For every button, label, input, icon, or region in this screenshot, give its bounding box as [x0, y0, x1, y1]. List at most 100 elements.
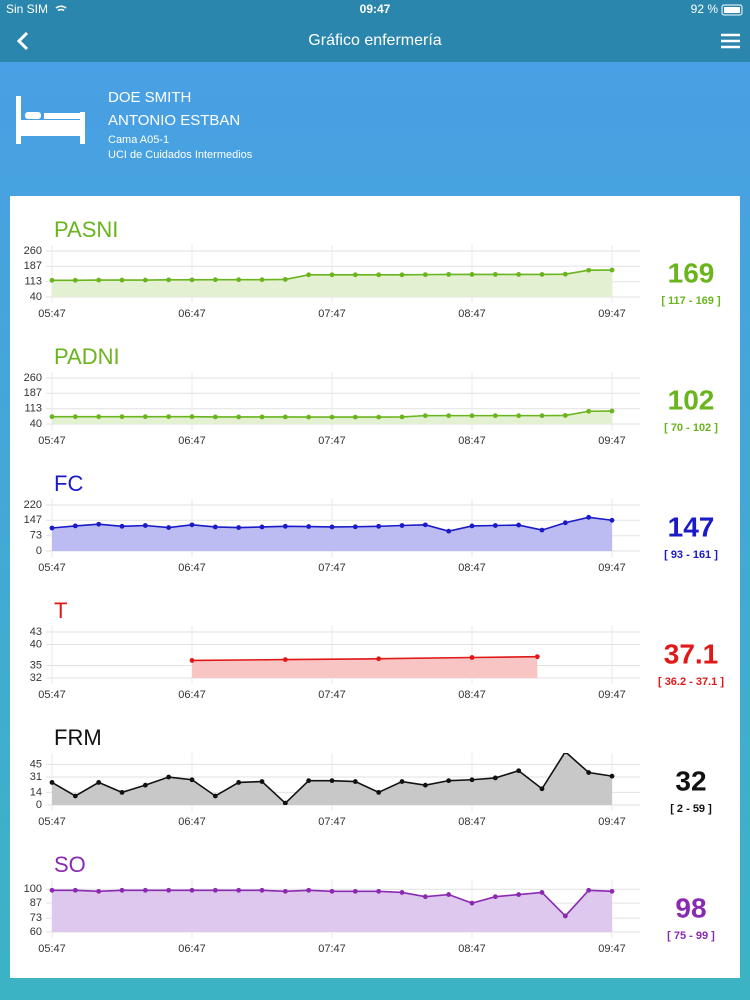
point	[72, 887, 78, 893]
x-tick-label: 06:47	[178, 562, 206, 574]
point	[422, 272, 428, 278]
point	[49, 887, 55, 893]
bed-icon	[16, 96, 85, 144]
x-tick-label: 07:47	[318, 943, 346, 955]
point	[189, 658, 195, 663]
back-button[interactable]	[16, 31, 29, 51]
point	[586, 770, 592, 775]
point	[259, 414, 265, 420]
point	[609, 267, 615, 273]
x-tick-label: 05:47	[38, 943, 66, 955]
menu-button[interactable]	[721, 33, 740, 49]
y-tick-label: 260	[24, 372, 42, 384]
point	[236, 414, 242, 420]
chart-title: PASNI	[54, 217, 118, 242]
point	[119, 789, 125, 795]
point	[212, 524, 218, 530]
plot	[49, 753, 615, 805]
x-tick-label: 06:47	[178, 943, 206, 955]
x-tick-label: 08:47	[458, 308, 486, 320]
point	[166, 774, 172, 780]
current-value: 147	[668, 511, 715, 542]
current-value: 32	[675, 765, 706, 796]
point	[49, 277, 55, 283]
charts: PASNI 40 113 187 260 05:47 06:47 07:47 08:47 09:4…	[24, 217, 725, 955]
point	[539, 527, 545, 533]
point	[539, 272, 545, 277]
x-tick-label: 08:47	[458, 943, 486, 955]
point	[236, 780, 242, 785]
point	[212, 793, 218, 799]
y-tick-label: 0	[36, 799, 42, 811]
x-tick-label: 09:47	[598, 562, 626, 574]
point	[306, 887, 312, 893]
point	[516, 413, 522, 419]
point	[189, 522, 195, 528]
point	[376, 523, 382, 529]
x-tick-label: 06:47	[178, 689, 206, 701]
point	[352, 272, 358, 278]
point	[329, 778, 335, 784]
y-tick-label: 43	[30, 626, 42, 638]
x-tick-label: 07:47	[318, 435, 346, 447]
point	[166, 887, 172, 893]
x-tick-label: 09:47	[598, 816, 626, 828]
point	[282, 523, 288, 529]
vital-chart: SO 60 73 87 100 05:47 06:47 07:47 08:47 09:47 98 [ …	[24, 852, 716, 955]
y-tick-label: 100	[24, 883, 42, 895]
point	[422, 522, 428, 528]
plot	[49, 514, 615, 551]
point	[563, 753, 568, 755]
point	[49, 780, 55, 785]
point	[259, 779, 265, 784]
point	[609, 888, 615, 894]
y-tick-label: 87	[30, 897, 42, 909]
point	[96, 780, 102, 785]
point	[96, 414, 102, 420]
point	[446, 272, 452, 277]
current-value: 169	[668, 257, 715, 288]
y-tick-label: 113	[24, 403, 42, 415]
point	[446, 892, 452, 897]
point	[586, 514, 592, 520]
point	[236, 277, 242, 283]
point	[142, 277, 148, 283]
x-tick-label: 09:47	[598, 308, 626, 320]
x-tick-label: 05:47	[38, 308, 66, 320]
point	[352, 414, 358, 420]
point	[492, 523, 498, 528]
patient-surname: DOE SMITH	[108, 89, 191, 106]
x-tick-label: 06:47	[178, 435, 206, 447]
point	[609, 517, 615, 523]
plot	[49, 408, 615, 424]
battery-level: 92 %	[691, 2, 719, 16]
point	[282, 657, 288, 662]
vital-chart: FC 0 73 147 220 05:47 06:47 07:47 08:47 09:47 147 […	[24, 471, 719, 574]
point	[422, 782, 428, 788]
x-tick-label: 08:47	[458, 689, 486, 701]
point	[376, 272, 382, 278]
patient-unit: UCI de Cuidados Intermedios	[108, 149, 253, 161]
chart-title: FC	[54, 471, 83, 496]
point	[422, 413, 428, 419]
point	[306, 414, 312, 420]
x-tick-label: 09:47	[598, 435, 626, 447]
point	[492, 413, 498, 419]
chart-title: SO	[54, 852, 86, 877]
y-tick-label: 40	[30, 291, 42, 303]
point	[166, 525, 172, 530]
y-tick-label: 187	[24, 260, 42, 272]
point	[119, 277, 125, 283]
x-tick-label: 07:47	[318, 816, 346, 828]
point	[376, 656, 382, 662]
point	[469, 655, 475, 660]
y-tick-label: 40	[30, 638, 42, 650]
point	[534, 654, 540, 660]
point	[189, 414, 195, 420]
value-range: [ 75 - 99 ]	[667, 930, 715, 942]
x-tick-label: 09:47	[598, 689, 626, 701]
point	[282, 888, 288, 894]
clock: 09:47	[360, 2, 391, 16]
